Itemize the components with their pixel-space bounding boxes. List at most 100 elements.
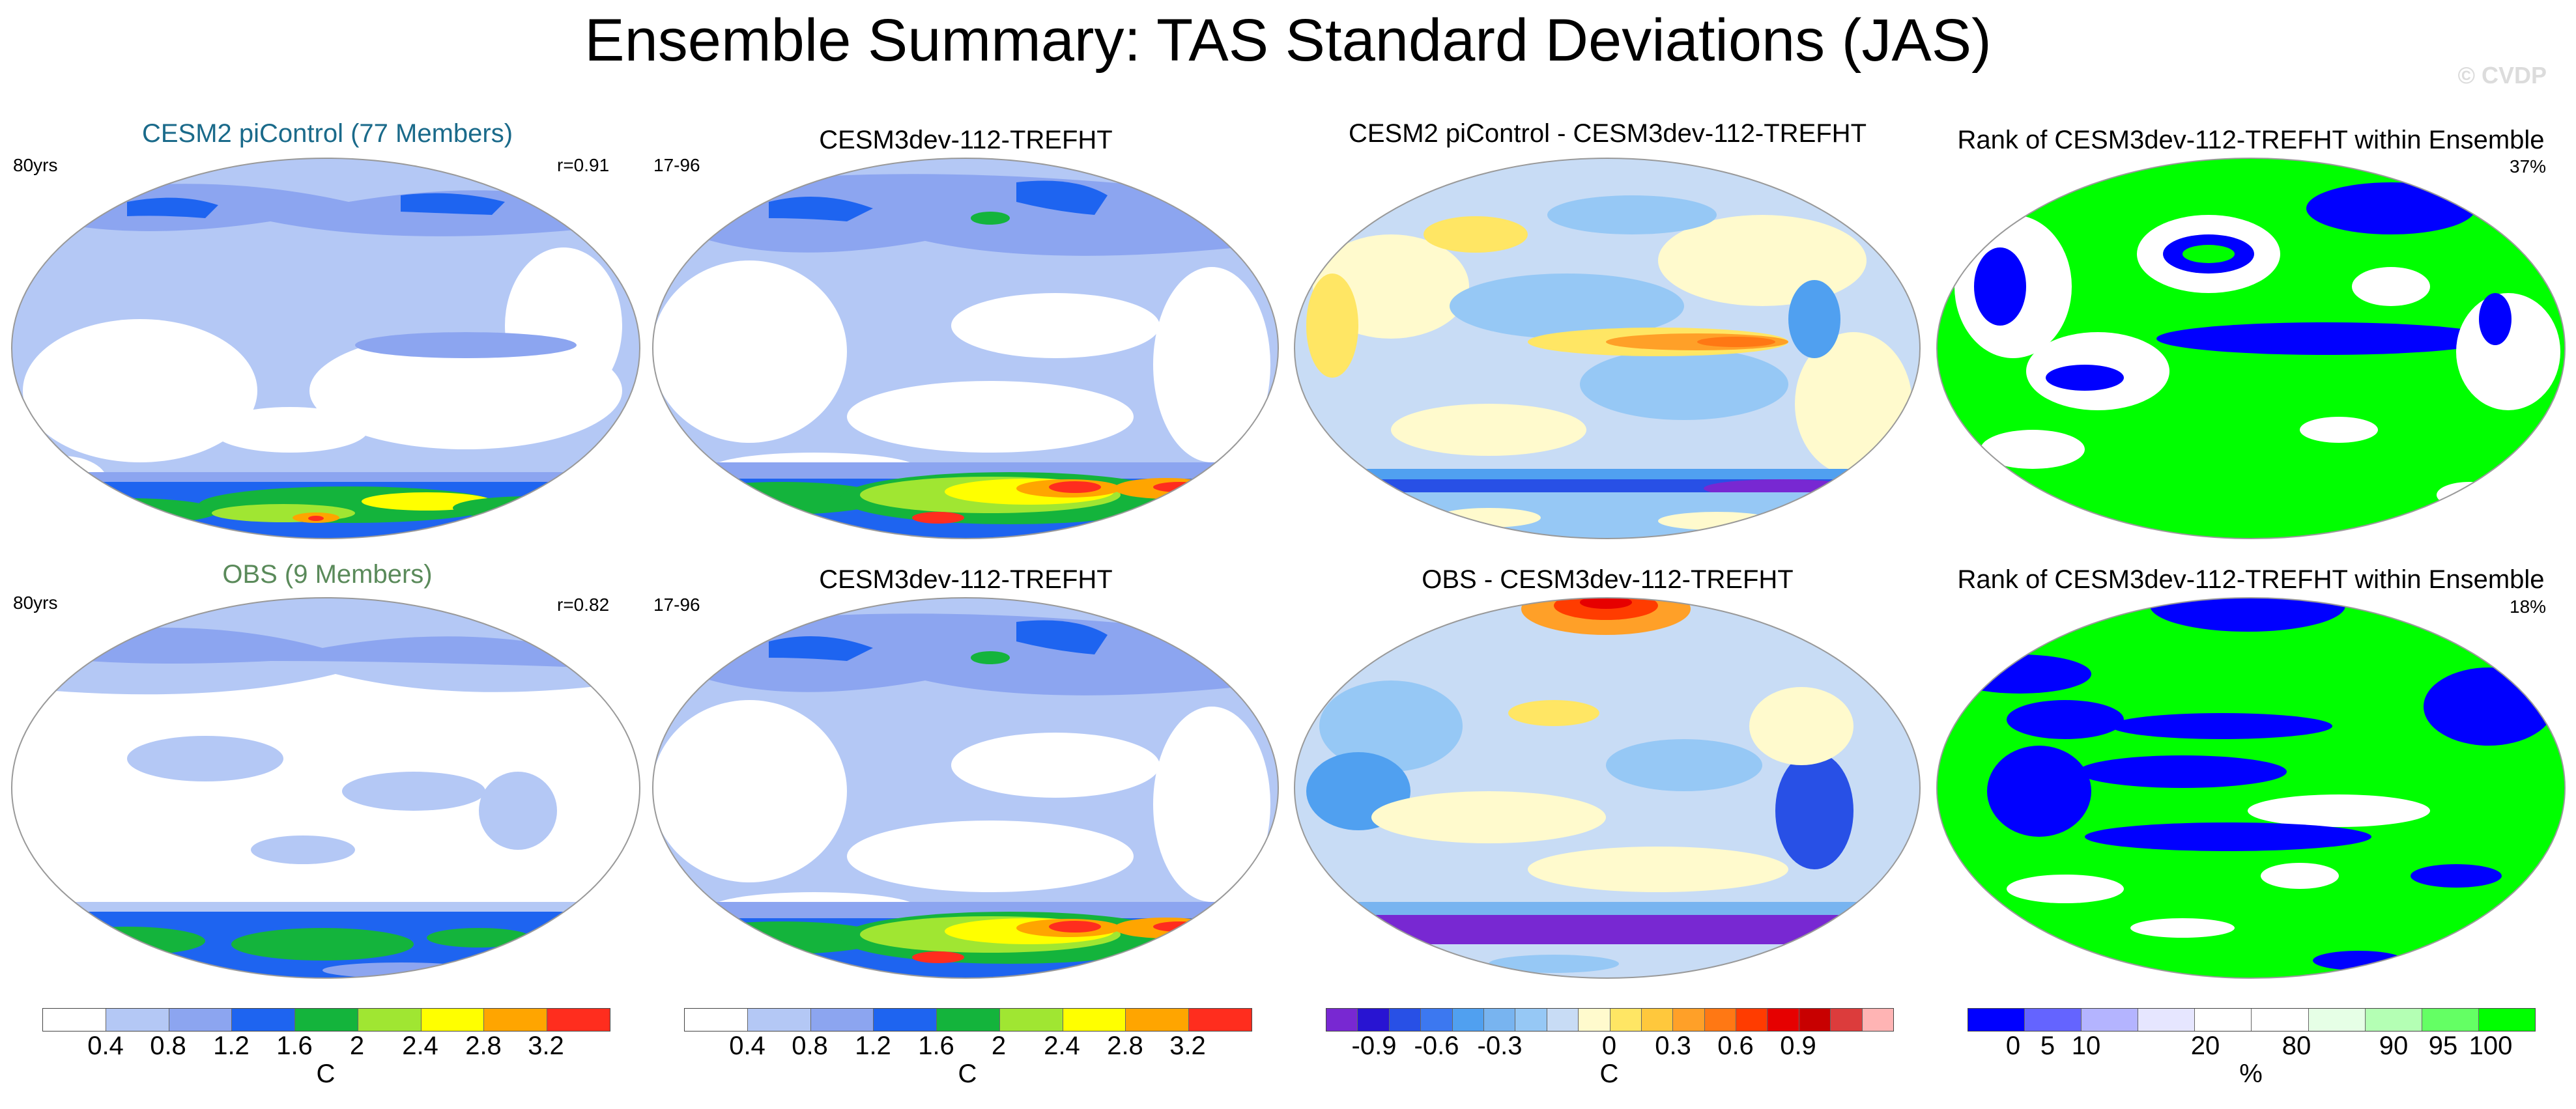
colorbar-segment xyxy=(747,1009,811,1031)
colorbar-segment xyxy=(169,1009,233,1031)
cbar-std1-tick: 1.6 xyxy=(276,1032,313,1060)
colorbar-segment xyxy=(1063,1009,1126,1031)
map-r2c2 xyxy=(652,597,1279,979)
panel-title-r1c4: Rank of CESM3dev-112-TREFHT within Ensem… xyxy=(1957,126,2545,154)
colorbar-segment xyxy=(295,1009,358,1031)
panel-right-note-r2c1: r=0.82 xyxy=(557,595,610,615)
watermark: © CVDP xyxy=(2457,62,2547,89)
cbar-rank-tick: 95 xyxy=(2428,1032,2458,1060)
colorbar-segment xyxy=(2422,1009,2479,1031)
colorbar-segment xyxy=(547,1009,610,1031)
colorbar-segment xyxy=(1799,1009,1831,1031)
cbar-diff-tick: 0 xyxy=(1601,1032,1617,1060)
colorbar-segment xyxy=(1452,1009,1484,1031)
colorbar-segment xyxy=(484,1009,548,1031)
colorbar-segment xyxy=(2308,1009,2366,1031)
colorbar-rank xyxy=(1968,1008,2536,1032)
colorbar-segment xyxy=(1831,1009,1863,1031)
map-r1c1 xyxy=(11,158,640,539)
cbar-std1-tick: 2 xyxy=(349,1032,365,1060)
colorbar-segment xyxy=(1767,1009,1799,1031)
colorbar-segment xyxy=(1126,1009,1190,1031)
cbar-diff-unit: C xyxy=(1599,1060,1619,1088)
cbar-std2-tick: 0.8 xyxy=(792,1032,828,1060)
colorbar-segment xyxy=(1610,1009,1642,1031)
colorbar-segment xyxy=(1515,1009,1547,1031)
panel-title-r2c1: OBS (9 Members) xyxy=(222,560,433,589)
map-r1c3 xyxy=(1294,158,1921,539)
cbar-diff-tick: 0.6 xyxy=(1717,1032,1754,1060)
cbar-std1-tick: 2.4 xyxy=(402,1032,438,1060)
main-title: Ensemble Summary: TAS Standard Deviation… xyxy=(584,7,1992,74)
cbar-rank-tick: 0 xyxy=(2005,1032,2021,1060)
colorbar-segment xyxy=(1389,1009,1422,1031)
colorbar-segment xyxy=(358,1009,422,1031)
panel-title-r1c1: CESM2 piControl (77 Members) xyxy=(141,119,513,148)
colorbar-segment xyxy=(2195,1009,2252,1031)
cbar-std2-unit: C xyxy=(958,1060,977,1088)
colorbar-segment xyxy=(1862,1009,1894,1031)
cbar-std2-tick: 2 xyxy=(991,1032,1007,1060)
colorbar-segment xyxy=(2478,1009,2535,1031)
cbar-std2-tick: 2.4 xyxy=(1044,1032,1080,1060)
cbar-rank-tick: 100 xyxy=(2469,1032,2513,1060)
cbar-std2-tick: 0.4 xyxy=(729,1032,766,1060)
colorbar-segment xyxy=(232,1009,296,1031)
panel-title-r2c2: CESM3dev-112-TREFHT xyxy=(819,565,1113,594)
colorbar-segment xyxy=(2138,1009,2196,1031)
panel-title-r2c4: Rank of CESM3dev-112-TREFHT within Ensem… xyxy=(1957,565,2545,594)
colorbar-segment xyxy=(999,1009,1063,1031)
cbar-rank-tick: 5 xyxy=(2040,1032,2055,1060)
colorbar-segment xyxy=(1736,1009,1768,1031)
panel-left-note-r2c1: 80yrs xyxy=(13,593,58,613)
colorbar-segment xyxy=(1483,1009,1516,1031)
colorbar-segment xyxy=(421,1009,485,1031)
cbar-diff-tick: -0.6 xyxy=(1414,1032,1459,1060)
cbar-diff-tick: 0.3 xyxy=(1655,1032,1691,1060)
colorbar-segment xyxy=(1326,1009,1358,1031)
colorbar-segment xyxy=(1189,1009,1252,1031)
panel-title-r1c2: CESM3dev-112-TREFHT xyxy=(819,126,1113,154)
map-r2c1 xyxy=(11,597,640,979)
panel-left-note-r2c2: 17-96 xyxy=(653,595,700,615)
colorbar-segment xyxy=(2365,1009,2422,1031)
colorbar-segment xyxy=(874,1009,937,1031)
panel-right-note-r2c4: 18% xyxy=(2510,597,2547,617)
panel-title-r2c3: OBS - CESM3dev-112-TREFHT xyxy=(1422,565,1794,594)
colorbar-std-2 xyxy=(684,1008,1252,1032)
colorbar-segment xyxy=(1673,1009,1705,1031)
colorbar-std-1 xyxy=(42,1008,610,1032)
colorbar-segment xyxy=(2252,1009,2309,1031)
colorbar-segment xyxy=(1358,1009,1390,1031)
colorbar-segment xyxy=(1421,1009,1453,1031)
colorbar-segment xyxy=(937,1009,1000,1031)
cbar-rank-tick: 80 xyxy=(2282,1032,2311,1060)
cbar-std1-tick: 2.8 xyxy=(465,1032,502,1060)
cbar-rank-tick: 90 xyxy=(2379,1032,2409,1060)
cbar-rank-tick: 10 xyxy=(2071,1032,2101,1060)
map-r2c4 xyxy=(1936,597,2566,979)
cbar-rank-unit: % xyxy=(2239,1060,2263,1088)
cbar-std1-tick: 0.8 xyxy=(150,1032,186,1060)
map-r2c3 xyxy=(1294,597,1921,979)
cbar-std1-tick: 1.2 xyxy=(213,1032,250,1060)
cbar-std2-tick: 1.6 xyxy=(918,1032,954,1060)
cbar-std1-tick: 3.2 xyxy=(528,1032,564,1060)
cbar-std2-tick: 3.2 xyxy=(1169,1032,1206,1060)
colorbar-segment xyxy=(1704,1009,1737,1031)
map-r1c4 xyxy=(1936,158,2566,539)
colorbar-segment xyxy=(1579,1009,1610,1031)
panel-right-note-r1c4: 37% xyxy=(2510,156,2547,176)
colorbar-diff xyxy=(1326,1008,1894,1032)
colorbar-segment xyxy=(106,1009,169,1031)
colorbar-segment xyxy=(1641,1009,1674,1031)
cbar-diff-tick: -0.9 xyxy=(1351,1032,1397,1060)
cbar-std1-unit: C xyxy=(316,1060,336,1088)
cbar-rank-tick: 20 xyxy=(2190,1032,2220,1060)
cbar-std2-tick: 2.8 xyxy=(1107,1032,1143,1060)
colorbar-segment xyxy=(810,1009,874,1031)
colorbar-segment xyxy=(1547,1009,1579,1031)
cbar-diff-tick: 0.9 xyxy=(1780,1032,1816,1060)
map-r1c2 xyxy=(652,158,1279,539)
panel-left-note-r1c1: 80yrs xyxy=(13,155,58,175)
